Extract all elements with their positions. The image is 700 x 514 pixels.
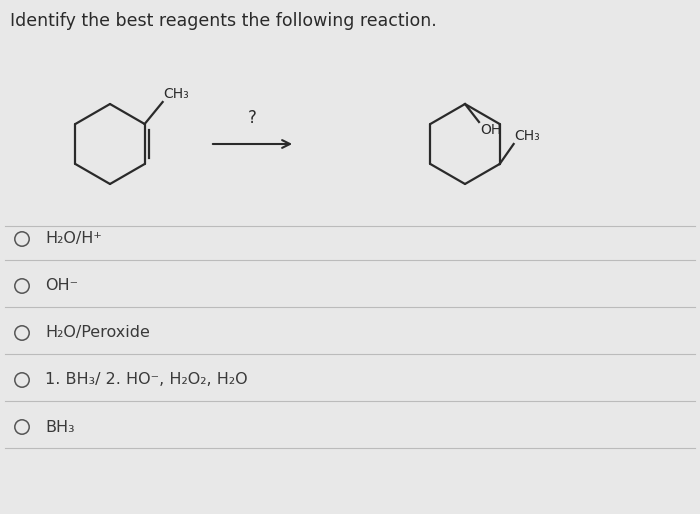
Text: ?: ? [248,109,257,127]
Text: H₂O/H⁺: H₂O/H⁺ [45,231,102,247]
Text: 1. BH₃/ 2. HO⁻, H₂O₂, H₂O: 1. BH₃/ 2. HO⁻, H₂O₂, H₂O [45,373,248,388]
Text: OH: OH [480,123,501,137]
Text: CH₃: CH₃ [514,129,540,143]
Text: BH₃: BH₃ [45,419,75,434]
Text: CH₃: CH₃ [164,87,190,101]
Text: OH⁻: OH⁻ [45,279,78,293]
Text: H₂O/Peroxide: H₂O/Peroxide [45,325,150,340]
Text: Identify the best reagents the following reaction.: Identify the best reagents the following… [10,12,437,30]
